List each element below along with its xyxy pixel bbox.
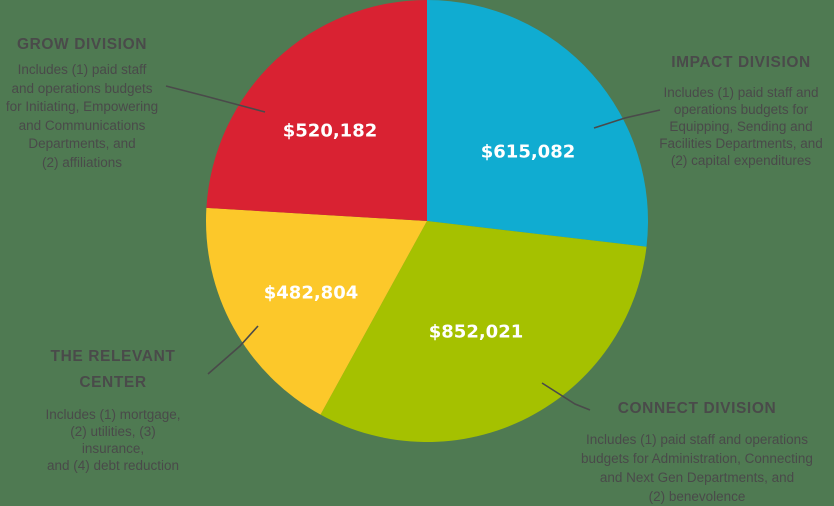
value-label-relevant: $482,804 — [263, 282, 359, 304]
pie-slice-impact — [427, 0, 648, 247]
annotation-connect: Connect Division Includes (1) paid staff… — [560, 398, 834, 506]
annotation-impact: Impact Division Includes (1) paid staff … — [646, 52, 834, 169]
leader-line-grow — [165, 85, 266, 113]
annotation-desc-relevant: Includes (1) mortgage, (2) utilities, (3… — [45, 407, 181, 473]
pie-slice-connect — [320, 221, 647, 443]
annotation-desc-grow: Includes (1) paid staff and operations b… — [5, 62, 159, 170]
annotation-title-impact: Impact Division — [671, 54, 811, 71]
value-label-impact: $615,082 — [480, 141, 576, 163]
annotation-desc-impact: Includes (1) paid staff and operations b… — [659, 85, 823, 168]
value-label-connect: $852,021 — [428, 321, 524, 343]
value-label-grow: $520,182 — [282, 120, 378, 142]
annotation-desc-connect: Includes (1) paid staff and operations b… — [581, 432, 813, 504]
annotation-grow: Grow Division Includes (1) paid staff an… — [2, 34, 162, 172]
pie-slice-relevant — [206, 207, 427, 415]
pie-slice-grow — [206, 0, 427, 221]
annotation-title-connect: Connect Division — [617, 400, 777, 417]
annotation-title-grow: Grow Division — [16, 36, 148, 53]
annotation-title-relevant: The Relevant Center — [50, 348, 176, 391]
leader-line-impact — [593, 109, 661, 129]
leader-line-connect — [541, 382, 591, 411]
annotation-relevant: The Relevant Center Includes (1) mortgag… — [38, 344, 188, 474]
leader-line-relevant — [207, 325, 259, 375]
